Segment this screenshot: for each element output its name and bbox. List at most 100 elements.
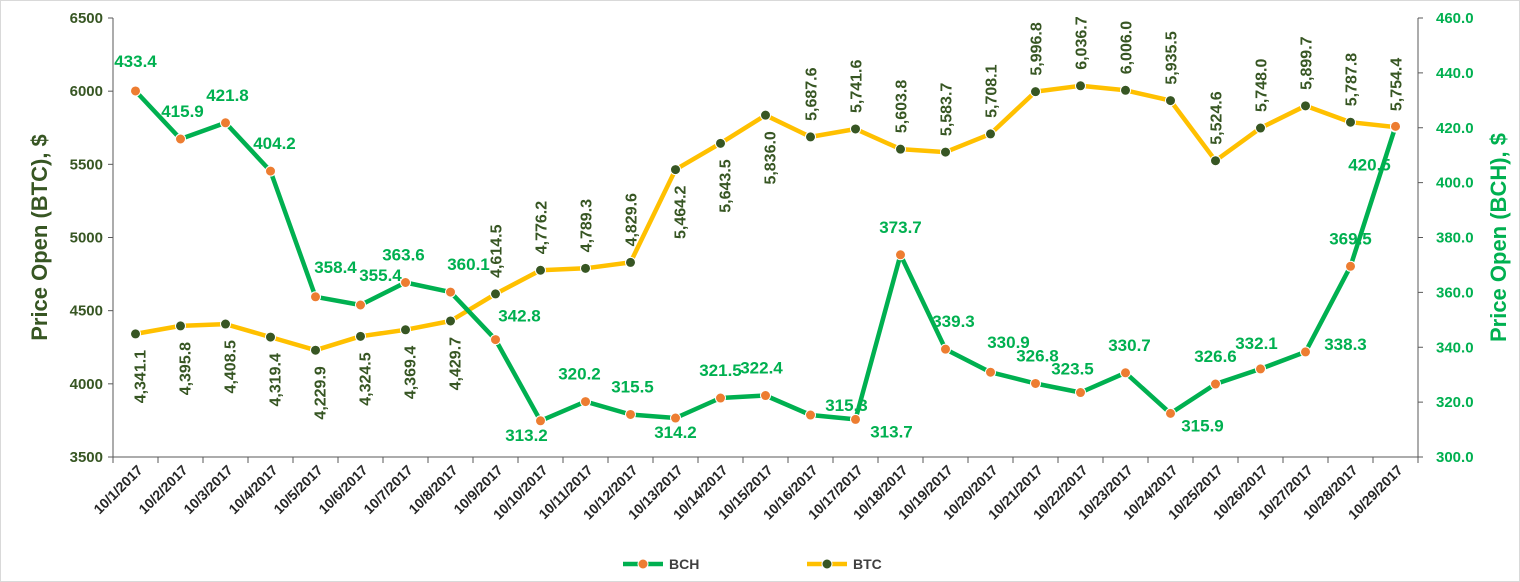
bch-point (715, 392, 726, 404)
bch-data-label: 358.4 (314, 258, 357, 277)
bch-data-label: 433.4 (114, 52, 157, 71)
legend: BCH BTC (623, 556, 882, 572)
right-tick-label: 420.0 (1436, 120, 1474, 137)
btc-point (490, 288, 501, 300)
bch-data-label: 421.8 (206, 86, 249, 105)
btc-data-label: 5,603.8 (894, 80, 911, 133)
btc-point (1345, 116, 1356, 128)
left-tick-label: 3500 (70, 449, 103, 466)
right-tick-label: 400.0 (1436, 175, 1474, 192)
btc-data-label: 5,899.7 (1299, 36, 1316, 89)
bch-point (1120, 367, 1131, 379)
bch-point (355, 299, 366, 311)
btc-point (715, 137, 726, 149)
bch-data-label: 342.8 (498, 307, 541, 326)
btc-point (940, 146, 951, 158)
btc-data-label: 4,319.4 (268, 353, 285, 406)
btc-data-label: 5,687.6 (804, 67, 821, 120)
left-tick-label: 6500 (70, 10, 103, 27)
bch-data-label: 332.1 (1235, 334, 1278, 353)
bch-point (445, 286, 456, 298)
bch-point (535, 415, 546, 427)
btc-data-label: 5,996.8 (1029, 22, 1046, 75)
bch-point (400, 276, 411, 288)
bch-data-label: 315.9 (1181, 416, 1224, 435)
right-tick-label: 460.0 (1436, 10, 1474, 27)
bch-data-label: 338.3 (1324, 335, 1367, 354)
bch-data-label: 314.2 (654, 423, 697, 442)
bch-point (1300, 346, 1311, 358)
bch-data-label: 420.5 (1348, 155, 1391, 174)
btc-data-label: 4,408.5 (223, 340, 240, 393)
btc-point (805, 131, 816, 143)
left-tick-label: 4000 (70, 376, 103, 393)
bch-point (1345, 260, 1356, 272)
bch-data-label: 404.2 (253, 134, 296, 153)
bch-point (1210, 378, 1221, 390)
btc-data-label: 4,341.1 (133, 350, 150, 403)
btc-point (1075, 80, 1086, 92)
bch-point (850, 413, 861, 425)
btc-data-label: 6,006.0 (1119, 21, 1136, 74)
btc-data-label: 5,787.8 (1344, 53, 1361, 106)
btc-data-label: 4,229.9 (313, 366, 330, 419)
btc-data-label: 4,829.6 (624, 193, 641, 246)
btc-point (220, 318, 231, 330)
btc-point (310, 344, 321, 356)
bch-point (1255, 363, 1266, 375)
bch-data-label: 320.2 (558, 365, 601, 384)
btc-data-label: 5,524.6 (1209, 91, 1226, 144)
bch-data-label: 313.2 (505, 426, 548, 445)
btc-point (670, 164, 681, 176)
btc-point (1120, 84, 1131, 96)
bch-point (895, 249, 906, 261)
btc-point (445, 315, 456, 327)
bch-point (490, 334, 501, 346)
btc-point (1030, 86, 1041, 98)
btc-point (760, 109, 771, 121)
right-tick-label: 380.0 (1436, 230, 1474, 247)
left-axis-title: Price Open (BTC), $ (27, 134, 52, 341)
bch-point (760, 390, 771, 402)
bch-point (220, 117, 231, 129)
btc-data-label: 5,741.6 (849, 59, 866, 112)
btc-data-label: 4,614.5 (489, 224, 506, 277)
bch-point (940, 343, 951, 355)
btc-data-label: 4,395.8 (178, 342, 195, 395)
btc-point (1255, 122, 1266, 134)
bch-data-label: 373.7 (879, 218, 922, 237)
bch-data-label: 322.4 (740, 359, 783, 378)
left-tick-label: 5500 (70, 156, 103, 173)
bch-data-label: 415.9 (161, 102, 204, 121)
right-tick-label: 340.0 (1436, 339, 1474, 356)
left-tick-label: 5000 (70, 230, 103, 247)
btc-point (265, 331, 276, 343)
btc-point (355, 330, 366, 342)
btc-series-line (135, 83, 1396, 353)
bch-legend-label: BCH (669, 556, 699, 572)
btc-data-label: 4,789.3 (579, 199, 596, 252)
right-axis-title: Price Open (BCH), $ (1486, 133, 1511, 342)
bch-point (1030, 377, 1041, 389)
btc-data-label: 4,776.2 (534, 201, 551, 254)
bch-data-label: 326.8 (1016, 346, 1059, 365)
bch-point (805, 409, 816, 421)
right-tick-label: 320.0 (1436, 394, 1474, 411)
right-tick-label: 300.0 (1436, 449, 1474, 466)
bch-data-label: 315.3 (825, 396, 868, 415)
right-tick-label: 440.0 (1436, 65, 1474, 82)
btc-point (985, 128, 996, 140)
btc-point (580, 262, 591, 274)
btc-point (400, 324, 411, 336)
bch-data-label: 315.5 (611, 377, 654, 396)
bch-data-label: 360.1 (447, 255, 490, 274)
bch-point (670, 412, 681, 424)
btc-point (1165, 95, 1176, 107)
bch-data-label: 321.5 (699, 361, 742, 380)
axes-layer: 3500 4000 4500 5000 5500 6000 6500 300.0 320.0 34… (27, 10, 1511, 523)
btc-data-label: 6,036.7 (1074, 16, 1091, 69)
bch-point (175, 133, 186, 145)
btc-point (130, 328, 141, 340)
btc-data-label: 5,464.2 (673, 185, 690, 238)
bch-point (1165, 407, 1176, 419)
